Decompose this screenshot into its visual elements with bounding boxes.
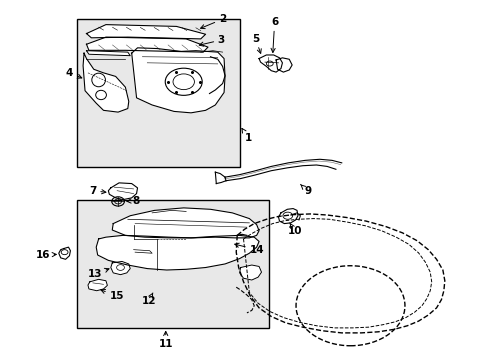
- Polygon shape: [131, 48, 224, 113]
- Text: 1: 1: [242, 129, 251, 143]
- Text: 2: 2: [200, 14, 225, 29]
- Polygon shape: [86, 24, 205, 39]
- Text: 10: 10: [287, 223, 301, 236]
- Text: 14: 14: [234, 243, 264, 255]
- Polygon shape: [224, 159, 341, 181]
- Polygon shape: [88, 279, 107, 291]
- Polygon shape: [259, 55, 282, 72]
- Polygon shape: [96, 235, 259, 270]
- Bar: [77, 200, 268, 328]
- Bar: [77, 19, 239, 167]
- Text: 4: 4: [66, 68, 81, 78]
- Text: 9: 9: [300, 184, 311, 197]
- Text: 13: 13: [87, 268, 109, 279]
- Text: 3: 3: [199, 35, 224, 46]
- Polygon shape: [111, 261, 130, 275]
- Text: 8: 8: [126, 196, 140, 206]
- Text: 15: 15: [101, 289, 123, 301]
- Polygon shape: [108, 183, 137, 200]
- Polygon shape: [112, 208, 259, 238]
- Polygon shape: [278, 208, 297, 224]
- Polygon shape: [59, 247, 70, 259]
- Text: 16: 16: [36, 250, 56, 260]
- Text: 6: 6: [270, 17, 278, 53]
- Polygon shape: [239, 265, 261, 280]
- Text: 11: 11: [158, 332, 173, 349]
- Text: 7: 7: [89, 186, 106, 196]
- Polygon shape: [83, 53, 128, 112]
- Text: 12: 12: [141, 293, 156, 306]
- Polygon shape: [86, 51, 130, 56]
- Polygon shape: [86, 37, 207, 52]
- Polygon shape: [276, 58, 291, 72]
- Text: 5: 5: [251, 33, 261, 53]
